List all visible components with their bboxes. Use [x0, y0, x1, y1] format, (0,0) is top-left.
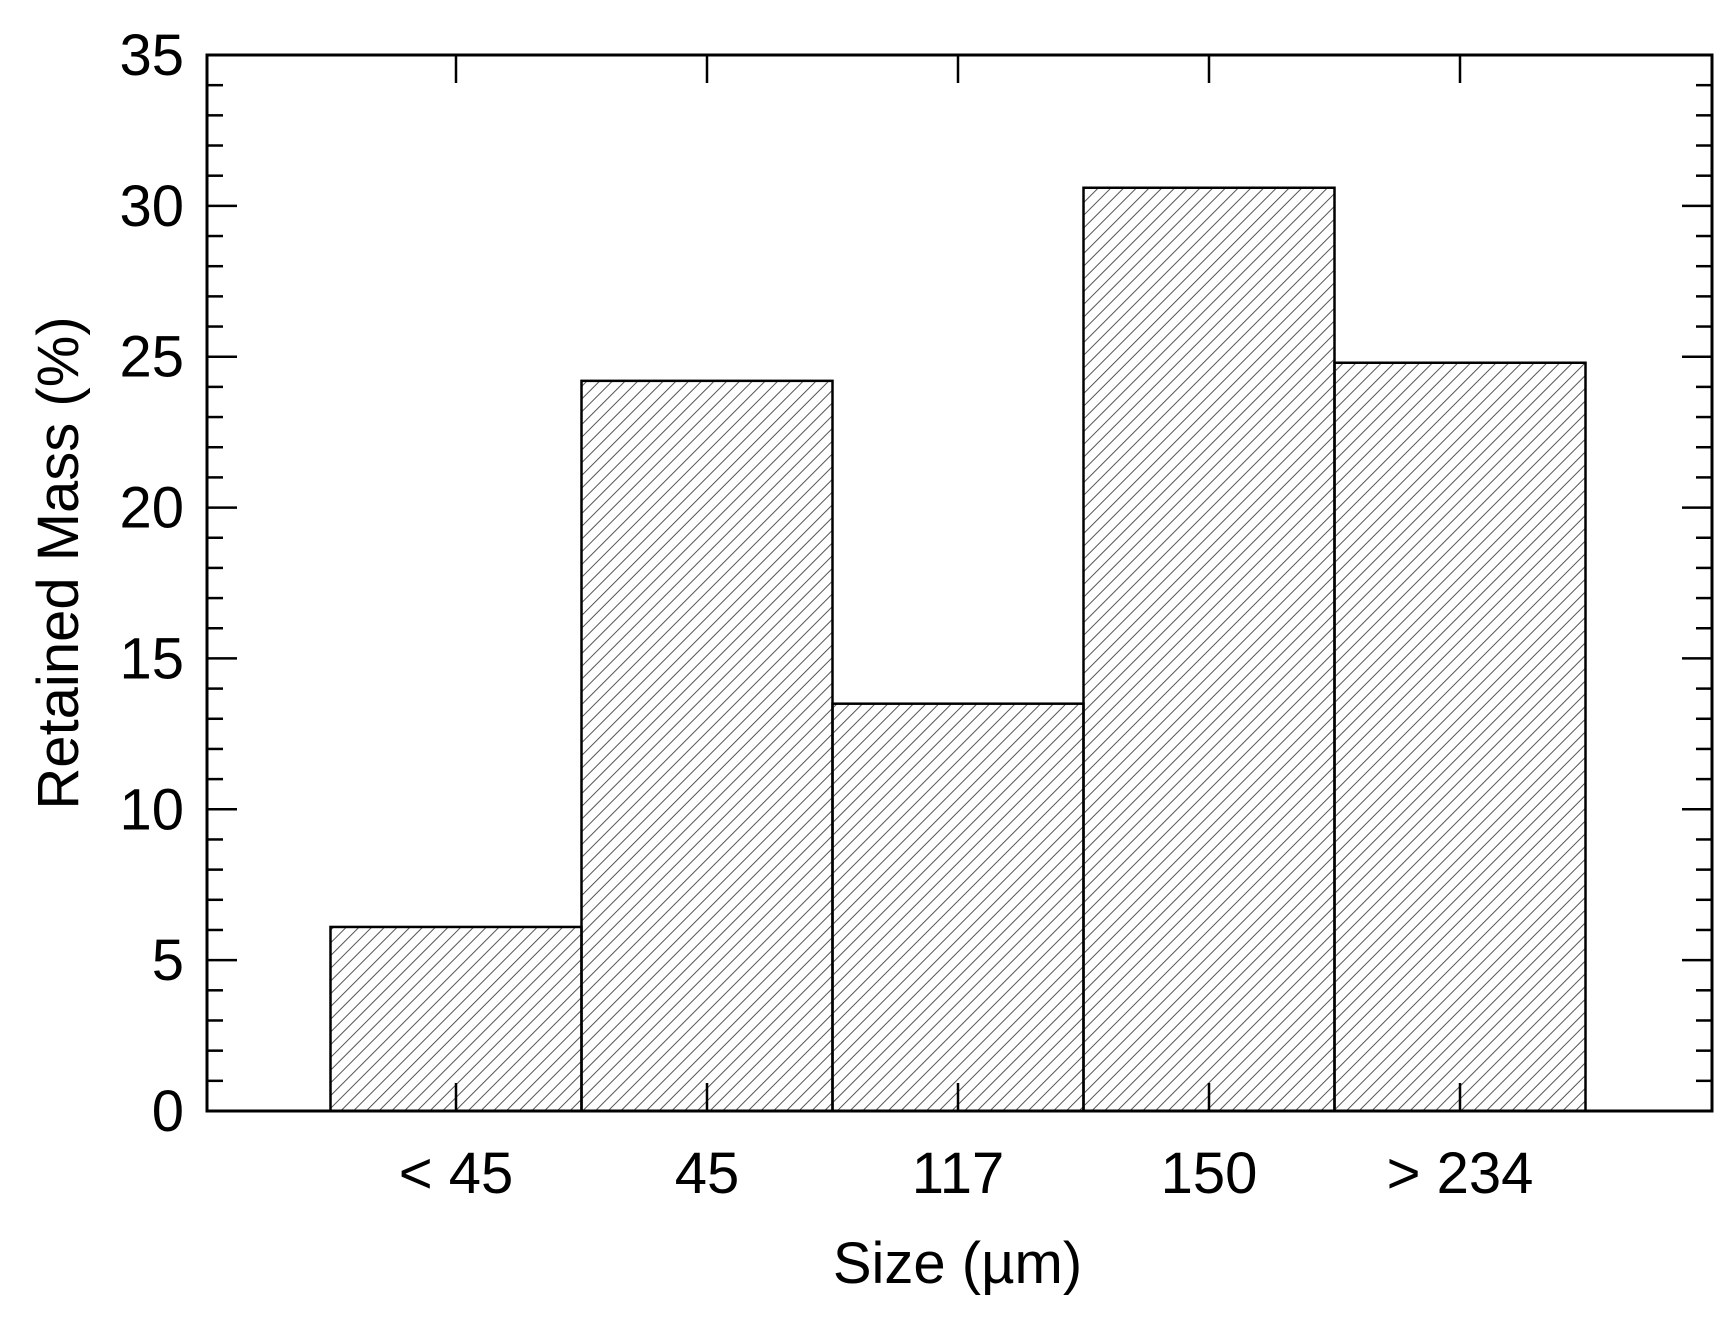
- x-tick-label: < 45: [399, 1141, 514, 1206]
- ticks-layer: [207, 53, 1712, 1113]
- bar: [1082, 186, 1336, 1113]
- y-tick-label: 35: [119, 23, 184, 88]
- bar: [329, 925, 583, 1113]
- y-tick-label: 25: [119, 325, 184, 390]
- y-tick-label: 15: [119, 626, 184, 691]
- plot-frame: [205, 53, 1714, 1113]
- x-axis-label: Size (µm): [833, 1231, 1082, 1296]
- y-tick-label: 0: [152, 1079, 184, 1144]
- bar: [580, 379, 834, 1113]
- bar: [831, 702, 1085, 1113]
- x-tick-label: 150: [1161, 1141, 1258, 1206]
- bar: [1333, 361, 1587, 1113]
- y-tick-label: 5: [152, 928, 184, 993]
- x-tick-label: > 234: [1387, 1141, 1534, 1206]
- y-axis-label: Retained Mass (%): [26, 316, 91, 809]
- bars-layer: [329, 186, 1587, 1113]
- labels-layer: < 45 45 117 150 > 234 0 5 10 15 20 25 30 35: [119, 23, 1533, 1206]
- x-tick-label: 117: [912, 1141, 1004, 1206]
- y-tick-label: 20: [119, 476, 184, 541]
- x-tick-label: 45: [675, 1141, 740, 1206]
- y-tick-label: 10: [119, 777, 184, 842]
- y-tick-label: 30: [119, 174, 184, 239]
